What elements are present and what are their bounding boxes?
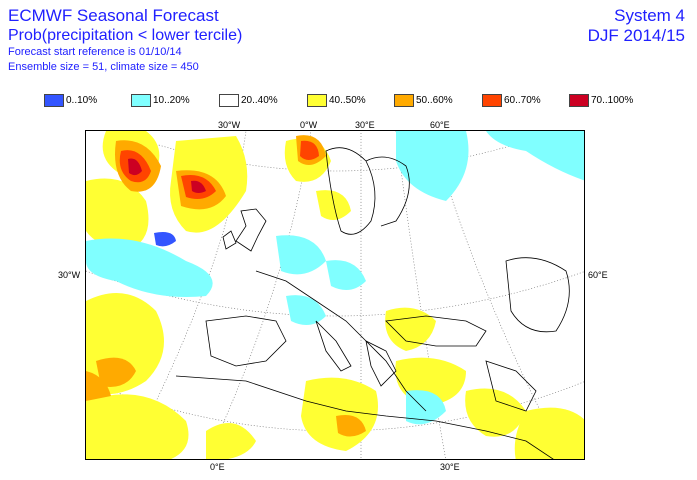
- legend-swatch: [131, 94, 151, 107]
- axis-label-left-30w: 30°W: [58, 270, 81, 280]
- ensemble-size-text: Ensemble size = 51, climate size = 450: [8, 61, 199, 73]
- legend-item: 10..20%: [131, 94, 190, 107]
- forecast-map: [86, 131, 584, 459]
- legend-label: 0..10%: [66, 95, 98, 106]
- prob-10-20-regions: [86, 131, 584, 425]
- legend-item: 50..60%: [394, 94, 453, 107]
- map-title: ECMWF Seasonal Forecast: [8, 6, 219, 25]
- coastlines: [175, 147, 570, 459]
- axis-label-top-60e: 60°E: [430, 120, 450, 130]
- legend-swatch: [44, 94, 64, 107]
- axis-label-top-30e: 30°E: [355, 120, 375, 130]
- map-panel[interactable]: [85, 130, 585, 460]
- legend-item: 70..100%: [569, 94, 633, 107]
- axis-label-top-0w: 0°W: [300, 120, 318, 130]
- legend-label: 70..100%: [591, 95, 634, 106]
- legend-item: 0..10%: [44, 94, 97, 107]
- map-subtitle: Prob(precipitation < lower tercile): [8, 27, 243, 44]
- axis-label-top-30w: 30°W: [218, 120, 241, 130]
- legend-item: 40..50%: [307, 94, 366, 107]
- legend-label: 20..40%: [241, 95, 278, 106]
- axis-label-bottom-0e: 0°E: [210, 462, 225, 472]
- legend-label: 10..20%: [153, 95, 190, 106]
- forecast-start-text: Forecast start reference is 01/10/14: [8, 46, 182, 58]
- legend-swatch: [394, 94, 414, 107]
- legend-label: 40..50%: [329, 95, 366, 106]
- legend-swatch: [307, 94, 327, 107]
- legend-swatch: [219, 94, 239, 107]
- prob-40-50-regions: [86, 131, 584, 459]
- legend: 0..10% 10..20% 20..40% 40..50% 50..60% 6…: [44, 94, 694, 110]
- system-block: System 4 DJF 2014/15: [588, 6, 685, 46]
- legend-item: 60..70%: [482, 94, 541, 107]
- season-label: DJF 2014/15: [587, 26, 685, 45]
- legend-swatch: [482, 94, 502, 107]
- axis-label-bottom-30e: 30°E: [440, 462, 460, 472]
- legend-swatch: [569, 94, 589, 107]
- legend-label: 60..70%: [504, 95, 541, 106]
- prob-70-100-regions: [128, 158, 206, 193]
- system-label: System 4: [614, 6, 685, 25]
- legend-item: 20..40%: [219, 94, 278, 107]
- axis-label-right-60e: 60°E: [588, 270, 608, 280]
- prob-0-10-regions: [154, 232, 176, 247]
- legend-label: 50..60%: [416, 95, 453, 106]
- title-block: ECMWF Seasonal Forecast Prob(precipitati…: [8, 6, 242, 75]
